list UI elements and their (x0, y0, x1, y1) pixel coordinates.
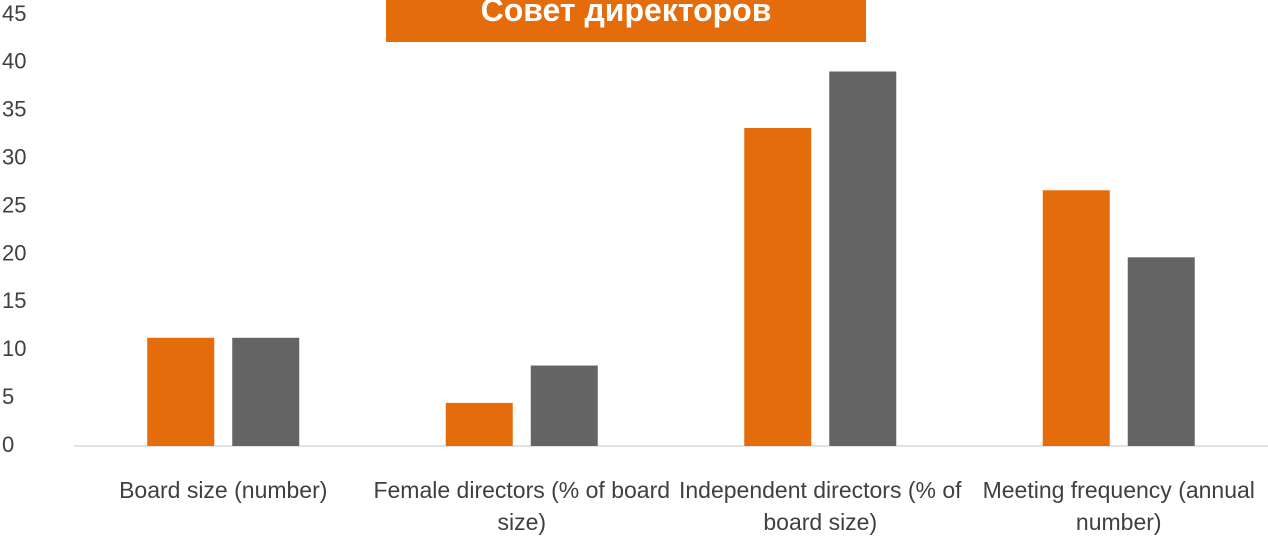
y-tick-label: 40 (2, 49, 26, 74)
x-tick-label: Female directors (% of board size) (373, 477, 671, 535)
y-tick-label: 20 (2, 240, 26, 265)
x-tick-label: Independent directors (% of board size) (678, 477, 962, 535)
bar (1127, 257, 1195, 446)
chart-title: Совет директоров (386, 0, 866, 42)
bar (445, 402, 513, 446)
y-tick-label: 25 (2, 192, 26, 217)
x-tick-label: Board size (number) (119, 477, 328, 503)
y-tick-label: 0 (2, 432, 14, 457)
y-tick-label: 45 (2, 1, 26, 26)
x-tick-label: Meeting frequency (annual number) (982, 477, 1255, 535)
y-tick-label: 35 (2, 97, 26, 122)
bar (530, 365, 598, 446)
bar (829, 71, 897, 447)
y-tick-label: 10 (2, 336, 26, 361)
bar (147, 337, 215, 446)
bar (1042, 190, 1110, 446)
bar (232, 337, 300, 446)
bar (744, 128, 812, 447)
y-tick-label: 5 (2, 384, 14, 409)
y-tick-label: 15 (2, 288, 26, 313)
y-tick-label: 30 (2, 144, 26, 169)
